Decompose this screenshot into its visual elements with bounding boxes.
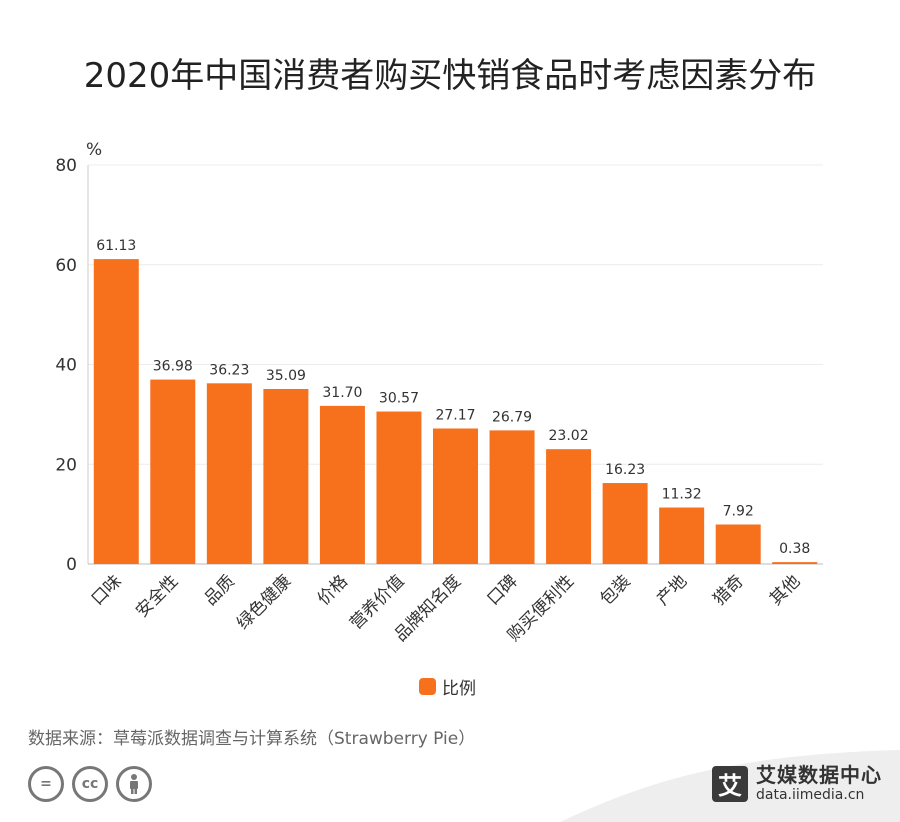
x-tick-label: 安全性: [132, 571, 182, 621]
cc-icon: cc: [72, 766, 108, 802]
bar: [93, 259, 139, 564]
legend-label: 比例: [442, 679, 476, 699]
x-tick-label: 产地: [653, 571, 691, 609]
bar: [772, 562, 818, 564]
bar: [659, 507, 705, 564]
data-label: 11.32: [662, 487, 702, 503]
x-tick-label: 价格: [314, 571, 352, 609]
person-icon: [116, 766, 152, 802]
license-icons: = cc: [28, 766, 152, 802]
bar: [602, 483, 648, 564]
equals-icon: =: [28, 766, 64, 802]
bar: [206, 383, 252, 564]
bar: [715, 524, 761, 564]
y-tick-label: 20: [55, 455, 77, 475]
brand: 艾 艾媒数据中心 data.iimedia.cn: [712, 764, 882, 803]
x-tick-label: 其他: [766, 571, 804, 609]
x-tick-label: 口碑: [483, 571, 521, 609]
y-tick-label: 80: [55, 156, 77, 176]
legend-swatch: [419, 678, 436, 695]
data-label: 35.09: [266, 368, 306, 384]
brand-name: 艾媒数据中心: [756, 763, 882, 787]
x-tick-label: 品质: [201, 571, 239, 609]
x-tick-label: 口味: [88, 571, 126, 609]
data-label: 36.23: [209, 362, 249, 378]
data-label: 7.92: [723, 503, 754, 519]
y-tick-label: 40: [55, 356, 77, 376]
data-label: 31.70: [322, 385, 362, 401]
data-label: 36.98: [153, 359, 193, 375]
data-label: 16.23: [605, 462, 645, 478]
data-label: 26.79: [492, 409, 532, 425]
chart-title: 2020年中国消费者购买快销食品时考虑因素分布: [83, 56, 817, 96]
y-tick-label: 0: [66, 555, 77, 575]
bar: [319, 405, 365, 564]
bar: [263, 388, 309, 564]
bar: [376, 411, 422, 564]
data-source: 数据来源：草莓派数据调查与计算系统（Strawberry Pie）: [28, 729, 476, 749]
bar: [489, 430, 535, 564]
brand-url: data.iimedia.cn: [756, 787, 865, 803]
bar: [433, 428, 478, 564]
brand-logo: 艾: [712, 765, 748, 802]
x-tick-label: 绿色健康: [233, 571, 295, 633]
y-axis-unit: %: [86, 140, 102, 160]
x-tick-label: 包装: [596, 571, 634, 609]
bar-chart: % 0 20 40 60 80 61.13 口味 36.98 安全性 36.23 品质 35.09 绿色健…: [55, 140, 823, 646]
bar: [546, 449, 592, 564]
data-label: 23.02: [549, 428, 589, 444]
bar: [150, 379, 196, 564]
data-label: 61.13: [96, 238, 136, 254]
data-label: 30.57: [379, 391, 419, 407]
data-label: 27.17: [435, 407, 475, 423]
data-label: 0.38: [779, 541, 810, 557]
legend: 比例: [419, 674, 476, 699]
x-tick-label: 猎奇: [710, 571, 748, 609]
y-tick-label: 60: [55, 256, 77, 276]
